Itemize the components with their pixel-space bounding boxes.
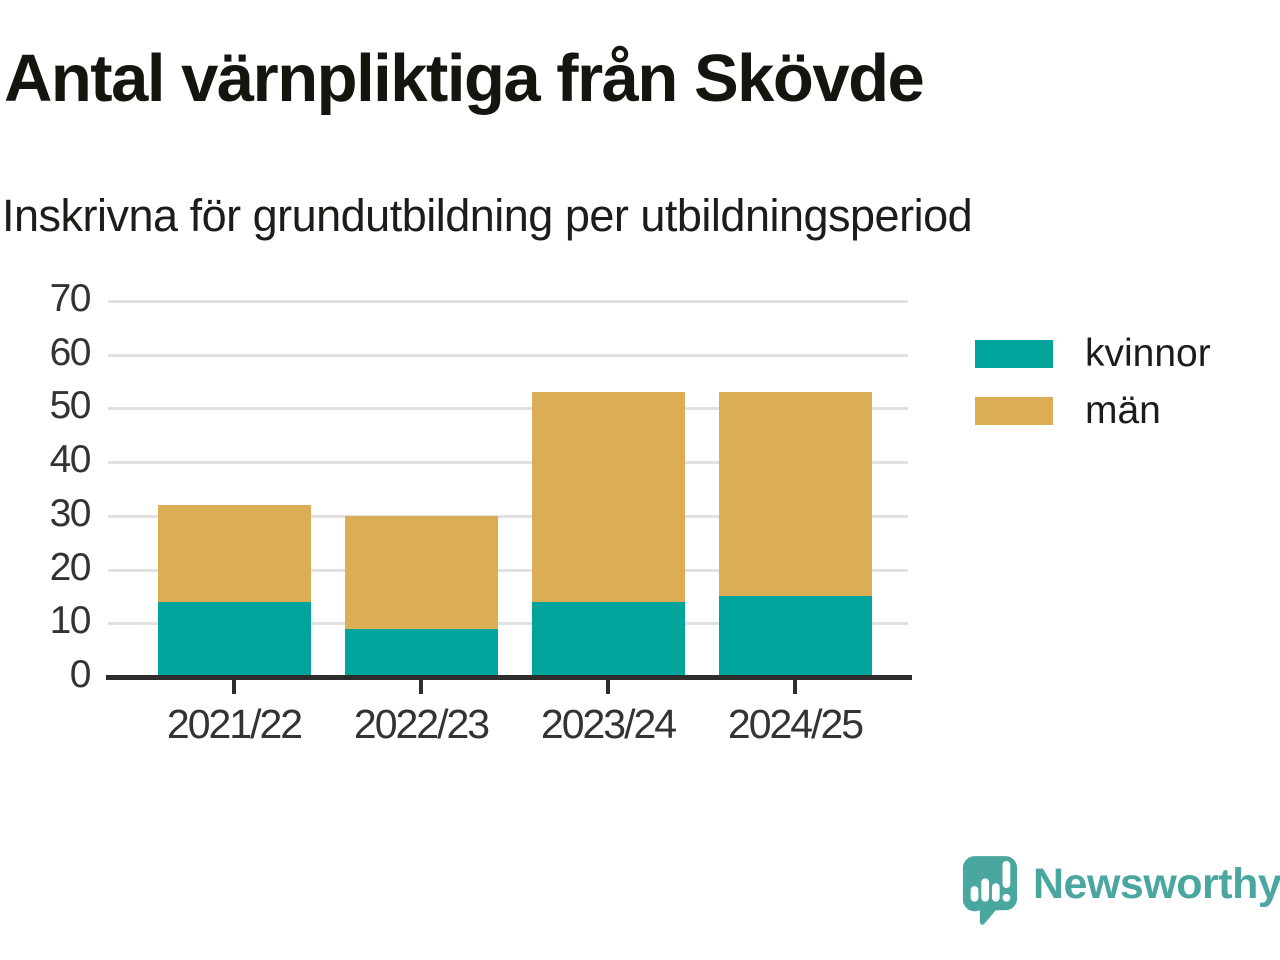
x-tick-mark [419, 680, 423, 694]
legend-item-man: män [975, 389, 1211, 432]
y-tick-label: 50 [49, 384, 92, 428]
x-tick-label: 2022/23 [353, 701, 490, 747]
x-axis-line [106, 675, 912, 680]
bar-segment-män [344, 515, 498, 629]
y-tick-label: 60 [49, 330, 92, 374]
gridline [108, 568, 908, 572]
chart-title: Antal värnpliktiga från Skövde [4, 41, 925, 116]
y-tick-label: 40 [49, 438, 92, 482]
bar-segment-kvinnor [157, 601, 311, 677]
bar-segment-män [157, 505, 311, 602]
bar-segment-män [531, 392, 685, 602]
chart-subtitle: Inskrivna för grundutbildning per utbild… [2, 190, 973, 241]
x-tick-mark [232, 680, 236, 694]
x-tick-label: 2021/22 [166, 701, 303, 747]
x-tick-label: 2023/24 [540, 701, 677, 747]
y-tick-label: 0 [69, 653, 92, 696]
legend-label-kvinnor: kvinnor [1085, 332, 1211, 375]
y-tick-label: 30 [49, 491, 92, 535]
bar-segment-kvinnor [718, 596, 872, 677]
y-tick-label: 70 [49, 277, 92, 320]
gridline [108, 300, 908, 303]
bar-segment-kvinnor [344, 628, 498, 677]
gridline [108, 353, 908, 357]
legend-label-man: män [1085, 389, 1161, 432]
chart-legend: kvinnor män [975, 332, 1211, 454]
y-tick-label: 20 [49, 545, 92, 589]
gridline [108, 622, 908, 626]
legend-item-kvinnor: kvinnor [975, 332, 1211, 375]
brand-footer: Newsworthy [961, 854, 1280, 926]
legend-swatch-kvinnor [975, 340, 1053, 368]
bar-chart-speech-bubble-icon [962, 856, 1018, 925]
bar-segment-kvinnor [531, 601, 685, 677]
legend-swatch-man [975, 397, 1053, 425]
gridline [108, 461, 908, 465]
gridline [108, 514, 908, 518]
x-tick-label: 2024/25 [727, 701, 864, 747]
x-tick-mark [793, 680, 797, 694]
y-tick-label: 10 [49, 599, 92, 643]
bar-segment-män [718, 392, 872, 597]
gridline [108, 407, 908, 411]
x-tick-mark [606, 680, 610, 694]
brand-name: Newsworthy [1033, 860, 1280, 908]
